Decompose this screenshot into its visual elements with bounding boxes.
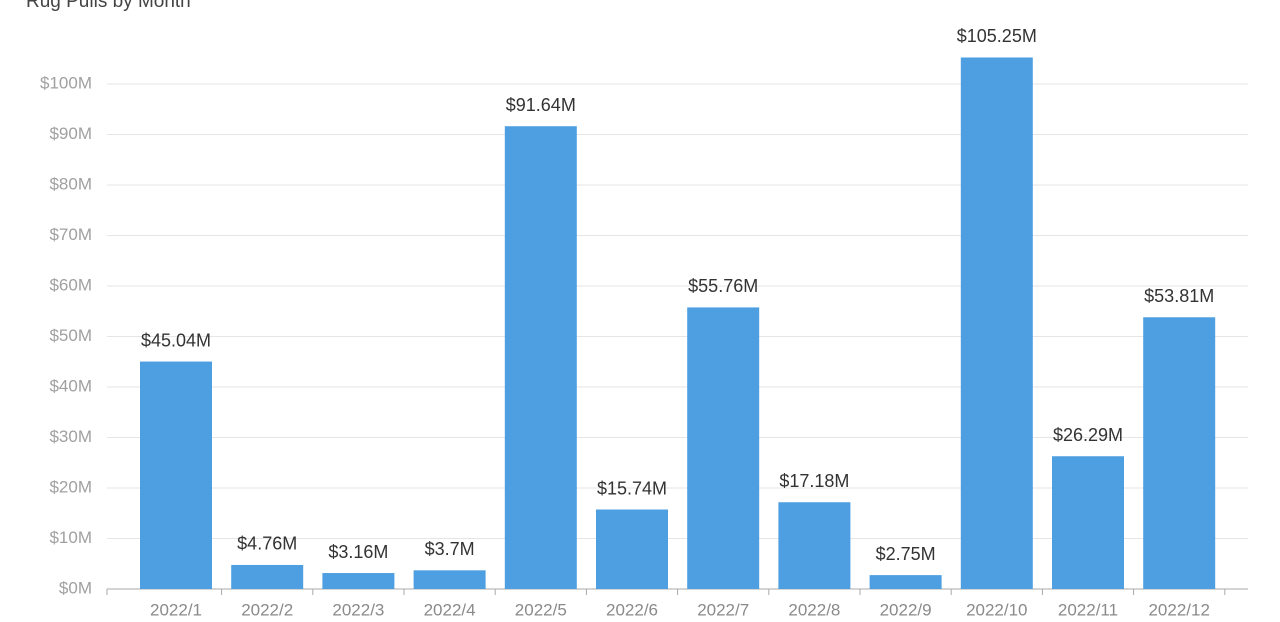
value-label: $91.64M <box>506 95 576 115</box>
y-tick-label: $100M <box>40 73 92 92</box>
y-tick-label: $90M <box>49 124 92 143</box>
y-tick-label: $50M <box>49 326 92 345</box>
y-tick-label: $20M <box>49 477 92 496</box>
y-tick-label: $0M <box>59 578 92 597</box>
x-tick-label: 2022/8 <box>788 600 840 619</box>
value-label: $53.81M <box>1144 286 1214 306</box>
bar <box>960 57 1033 590</box>
y-tick-label: $80M <box>49 174 92 193</box>
value-label: $3.16M <box>328 542 388 562</box>
value-label: $105.25M <box>957 26 1037 46</box>
bar <box>596 509 668 589</box>
y-tick-label: $10M <box>49 528 92 547</box>
x-tick-label: 2022/4 <box>424 600 476 619</box>
y-tick-label: $70M <box>49 225 92 244</box>
bar <box>1052 456 1124 589</box>
x-tick-label: 2022/11 <box>1058 600 1118 619</box>
x-tick-label: 2022/7 <box>697 600 749 619</box>
value-label: $17.18M <box>779 471 849 491</box>
bar <box>504 126 577 589</box>
bar <box>231 564 304 589</box>
value-label: $2.75M <box>876 544 936 564</box>
x-tick-label: 2022/6 <box>606 600 658 619</box>
x-tick-label: 2022/3 <box>332 600 384 619</box>
x-tick-label: 2022/2 <box>241 600 293 619</box>
bar <box>413 570 486 589</box>
value-label: $26.29M <box>1053 425 1123 445</box>
x-tick-label: 2022/10 <box>966 600 1027 619</box>
x-tick-label: 2022/5 <box>515 600 567 619</box>
value-label: $55.76M <box>688 276 758 296</box>
y-tick-label: $30M <box>49 427 92 446</box>
y-tick-label: $60M <box>49 275 92 294</box>
value-label: $3.7M <box>425 539 475 559</box>
bar <box>687 307 760 589</box>
bar <box>778 502 851 589</box>
value-label: $45.04M <box>141 330 211 350</box>
bar <box>322 573 395 589</box>
bar <box>140 361 212 589</box>
x-tick-label: 2022/12 <box>1148 600 1209 619</box>
bar <box>869 575 942 589</box>
y-tick-label: $40M <box>49 376 92 395</box>
chart-title: Rug Pulls by Month <box>26 0 191 12</box>
x-tick-label: 2022/1 <box>150 600 202 619</box>
value-label: $4.76M <box>237 534 297 554</box>
x-tick-label: 2022/9 <box>880 600 932 619</box>
bar <box>1143 317 1216 589</box>
value-label: $15.74M <box>597 478 667 498</box>
